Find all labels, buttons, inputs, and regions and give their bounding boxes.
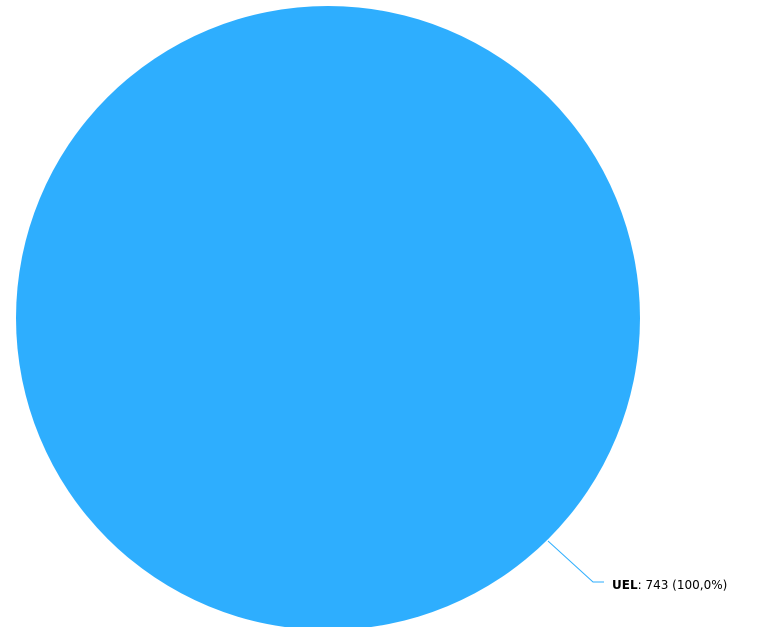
pie-slices bbox=[16, 6, 640, 630]
data-label-connector bbox=[547, 540, 604, 583]
pie-slice-uel[interactable] bbox=[16, 6, 640, 630]
data-label: UEL: 743 (100,0%) bbox=[612, 578, 727, 592]
data-label-value: 743 (100,0%) bbox=[645, 578, 727, 592]
data-label-separator: : bbox=[638, 578, 646, 592]
data-label-name: UEL bbox=[612, 578, 638, 592]
